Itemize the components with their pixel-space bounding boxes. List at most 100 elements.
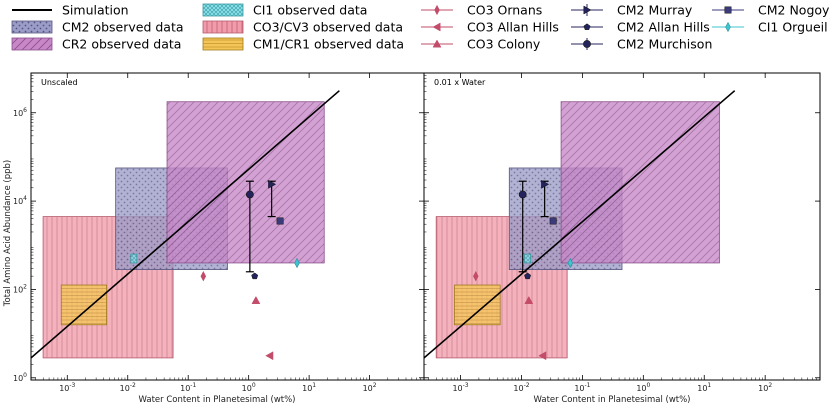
region-ci1-observed-data — [130, 253, 138, 264]
plot-area-1 — [424, 90, 736, 361]
point-group-co3-ornans — [200, 271, 207, 282]
point-cm2-murchison — [245, 190, 254, 199]
point-co3-allan-hills — [265, 351, 274, 361]
point-group-co3-allan-hills — [538, 351, 547, 361]
point-group-cm2-allan-hills — [251, 272, 259, 280]
legend-label-co3-cv3-observed-data: CO3/CV3 observed data — [253, 20, 403, 35]
legend-item-cm2-nogoya: CM2 Nogoya — [712, 3, 830, 18]
legend-label-cm2-murray: CM2 Murray — [617, 3, 693, 18]
legend-label-cm2-nogoya: CM2 Nogoya — [758, 3, 830, 18]
point-group-cm2-nogoya — [276, 217, 284, 225]
legend-item-cm2-murchison: CM2 Murchison — [571, 37, 712, 52]
panel-scaled: 0.01 x Water 10-3 10-2 10-1 100 101 102 — [423, 72, 821, 393]
legend: Simulation CM2 observed data CR2 observed … — [11, 3, 830, 52]
region-cr2-observed-data — [166, 101, 325, 264]
y-axis-label: Total Amino Acid Abundance (ppb) — [3, 160, 13, 308]
point-cm2-murray — [541, 179, 550, 189]
x-tick-label: 100 — [242, 382, 256, 393]
legend-label-cm2-observed-data: CM2 observed data — [62, 20, 184, 35]
y-tick-label: 106 — [13, 107, 27, 118]
point-ci1-orgueil — [567, 257, 573, 269]
plot-area-0 — [31, 90, 340, 361]
point-group-co3-colony — [251, 295, 261, 304]
panel-title-0: Unscaled — [41, 78, 78, 87]
point-co3-allan-hills — [538, 351, 547, 361]
legend-label-simulation: Simulation — [62, 3, 129, 18]
x-axis-label-left: Water Content in Planetesimal (wt%) — [139, 395, 296, 405]
point-group-cm2-murray — [540, 179, 550, 218]
y-tick-label: 100 — [13, 372, 27, 383]
legend-label-cm1-cr1-observed-data: CM1/CR1 observed data — [253, 37, 404, 52]
point-group-cm2-murchison — [518, 180, 527, 273]
y-tick-label: 102 — [13, 283, 27, 294]
point-cm2-murray — [268, 179, 277, 189]
point-ci1-orgueil — [294, 257, 300, 269]
legend-marker-co3-colony — [432, 39, 442, 48]
x-tick-label: 102 — [363, 382, 377, 393]
legend-swatch-ci1-observed-data — [202, 3, 244, 17]
legend-marker-cm2-murray — [583, 5, 592, 15]
legend-item-cm2-allan-hills: CM2 Allan Hills — [571, 20, 710, 35]
point-co3-colony — [251, 295, 261, 304]
legend-item-cm1-cr1-observed-data: CM1/CR1 observed data — [202, 37, 404, 52]
legend-label-ci1-orgueil: CI1 Orgueil — [758, 20, 828, 35]
legend-marker-co3-ornans — [434, 4, 440, 16]
legend-swatch-co3-cv3-observed-data — [202, 20, 244, 34]
axes-frame-1 — [423, 72, 821, 381]
legend-marker-co3-allan-hills — [432, 22, 441, 32]
legend-item-ci1-orgueil: CI1 Orgueil — [712, 20, 828, 35]
legend-label-co3-colony: CO3 Colony — [467, 37, 541, 52]
legend-marker-cm2-murchison — [583, 40, 591, 48]
point-cm2-nogoya — [549, 217, 557, 225]
x-tick-label: 101 — [697, 382, 711, 393]
legend-label-co3-ornans: CO3 Ornans — [467, 3, 542, 18]
point-group-cm2-allan-hills — [524, 272, 532, 280]
legend-item-co3-colony: CO3 Colony — [421, 37, 541, 52]
region-cm1-cr1-observed-data — [454, 284, 501, 326]
point-cm2-nogoya — [276, 217, 284, 225]
region-cr2-observed-data — [560, 101, 720, 264]
point-co3-ornans — [473, 271, 479, 282]
legend-label-cm2-allan-hills: CM2 Allan Hills — [617, 20, 710, 35]
point-group-co3-allan-hills — [265, 351, 274, 361]
legend-label-cr2-observed-data: CR2 observed data — [62, 37, 181, 52]
point-group-cm2-murray — [267, 179, 277, 218]
legend-item-cm2-observed-data: CM2 observed data — [11, 20, 184, 35]
point-cm2-allan-hills — [524, 272, 532, 280]
point-co3-colony — [524, 295, 534, 304]
point-group-cm2-murchison — [245, 180, 254, 273]
point-group-ci1-orgueil — [294, 257, 300, 269]
legend-marker-cm2-allan-hills — [583, 23, 591, 30]
point-group-ci1-orgueil — [567, 257, 573, 269]
x-tick-label: 10-1 — [574, 382, 590, 393]
legend-item-ci1-observed-data: CI1 observed data — [202, 3, 367, 18]
legend-label-co3-allan-hills: CO3 Allan Hills — [467, 20, 559, 35]
simulation-line — [424, 90, 736, 359]
legend-marker-ci1-orgueil — [725, 21, 731, 33]
point-group-co3-colony — [524, 295, 534, 304]
point-group-cm2-nogoya — [549, 217, 557, 225]
legend-swatch-cm1-cr1-observed-data — [202, 37, 244, 51]
legend-label-cm2-murchison: CM2 Murchison — [617, 37, 712, 52]
region-ci1-observed-data — [524, 253, 532, 264]
x-tick-label: 10-3 — [452, 382, 468, 393]
legend-item-simulation: Simulation — [12, 3, 129, 18]
point-cm2-allan-hills — [251, 272, 259, 280]
x-axis-label-right: Water Content in Planetesimal (wt%) — [534, 395, 691, 405]
x-tick-label: 10-1 — [180, 382, 196, 393]
legend-item-co3-cv3-observed-data: CO3/CV3 observed data — [202, 20, 403, 35]
x-tick-label: 102 — [758, 382, 772, 393]
legend-item-co3-allan-hills: CO3 Allan Hills — [421, 20, 559, 35]
legend-item-cm2-murray: CM2 Murray — [571, 3, 693, 18]
legend-swatch-cr2-observed-data — [11, 37, 53, 51]
x-tick-label: 10-3 — [59, 382, 75, 393]
panel-title-1: 0.01 x Water — [434, 78, 486, 87]
x-tick-label: 10-2 — [120, 382, 136, 393]
legend-item-co3-ornans: CO3 Ornans — [421, 3, 542, 18]
legend-swatch-cm2-observed-data — [11, 20, 53, 34]
point-co3-ornans — [200, 271, 207, 282]
x-tick-label: 10-2 — [513, 382, 529, 393]
x-tick-label: 100 — [636, 382, 650, 393]
region-cm1-cr1-observed-data — [60, 284, 107, 326]
